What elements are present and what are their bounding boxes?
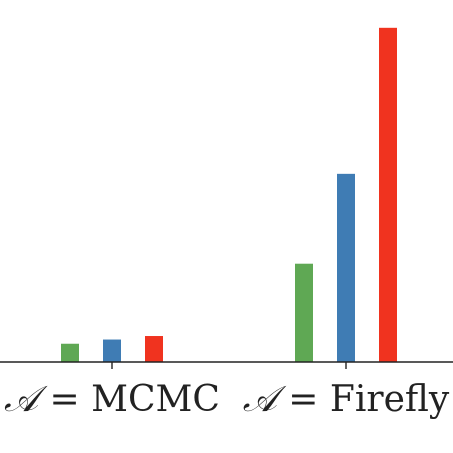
bar-series-0-cat-0 <box>61 343 79 362</box>
bar-series-1-cat-0 <box>103 339 121 362</box>
x-tick-label-0: 𝒜 = MCMC <box>4 379 220 420</box>
bar-series-0-cat-1 <box>295 263 313 362</box>
bar-series-2-cat-1 <box>379 27 397 363</box>
x-tick-label-1: 𝒜 = Firefly <box>243 379 450 420</box>
bar-series-2-cat-0 <box>145 336 163 362</box>
bar-series-1-cat-1 <box>337 173 355 362</box>
x-tick-label-text: = Firefly <box>277 379 450 420</box>
x-tick-label-text: = MCMC <box>38 379 220 420</box>
